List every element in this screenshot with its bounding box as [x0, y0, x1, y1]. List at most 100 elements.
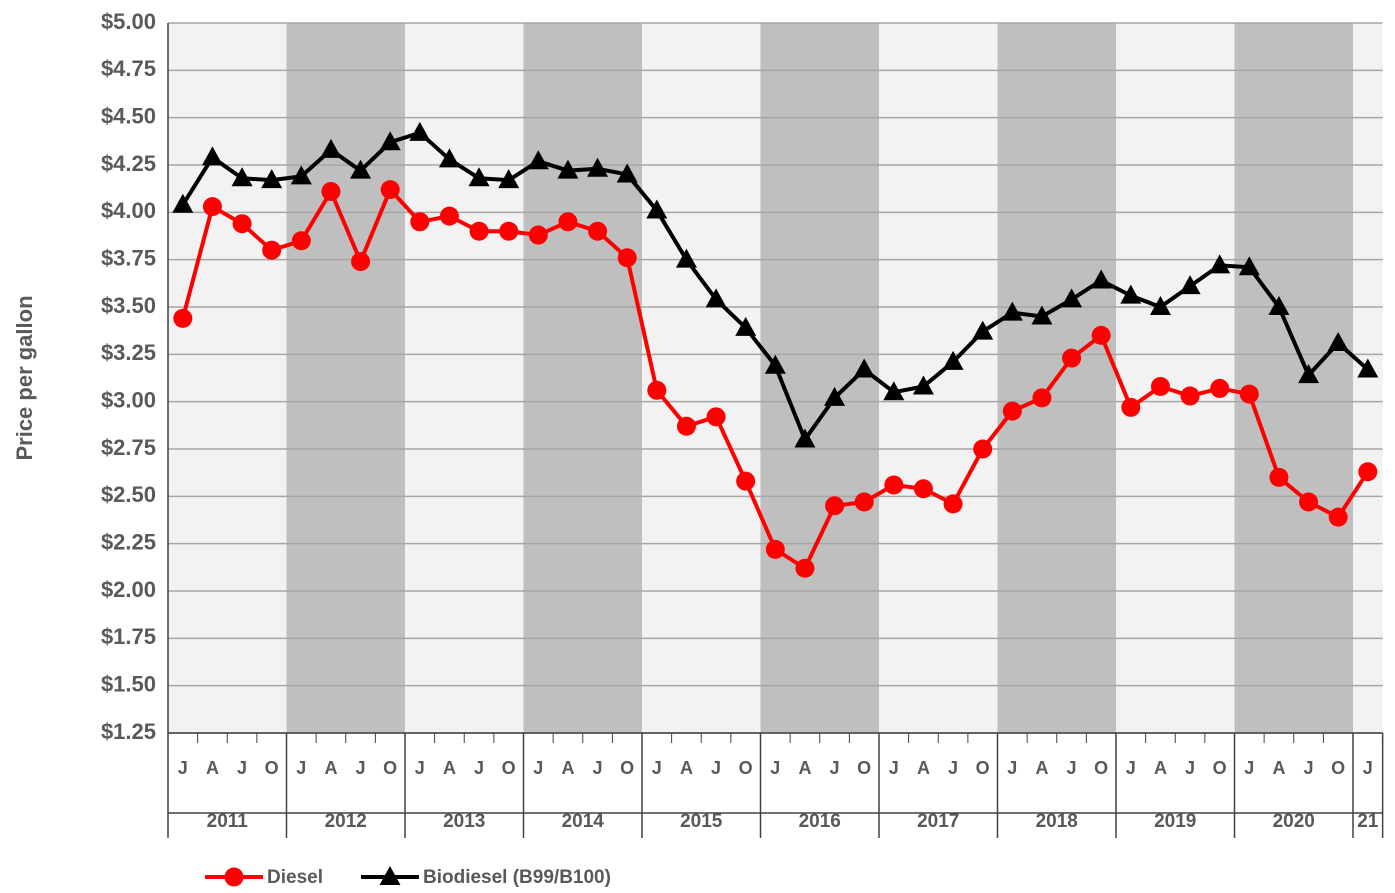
- year-label: 2013: [443, 811, 485, 832]
- data-point: [1149, 296, 1171, 315]
- x-tick-label: O: [1213, 758, 1227, 778]
- data-point: [647, 380, 667, 400]
- legend-label: Diesel: [267, 867, 323, 888]
- data-point: [350, 159, 372, 179]
- year-band: [879, 23, 998, 733]
- year-band: [168, 23, 287, 733]
- data-point: [1299, 492, 1319, 512]
- data-point: [379, 131, 401, 151]
- data-point: [1062, 348, 1082, 368]
- x-tick-label: J: [415, 758, 425, 778]
- x-tick-label: J: [1007, 758, 1017, 778]
- x-tick-label: O: [1094, 758, 1108, 778]
- x-tick-label: J: [1363, 758, 1373, 778]
- x-tick-label: O: [1331, 758, 1345, 778]
- data-point: [587, 157, 609, 177]
- x-tick-label: A: [206, 758, 219, 778]
- data-point: [883, 381, 905, 401]
- x-tick-label: J: [770, 758, 780, 778]
- data-point: [1357, 358, 1379, 378]
- x-tick-label: J: [652, 758, 662, 778]
- year-label: 2014: [562, 811, 605, 832]
- year-label: 21: [1357, 811, 1379, 832]
- data-point: [824, 386, 846, 406]
- data-point: [528, 225, 548, 245]
- data-point: [1180, 386, 1200, 406]
- x-tick-label: J: [1244, 758, 1254, 778]
- legend-marker: [379, 866, 401, 885]
- y-tick-label: $2.50: [101, 482, 156, 507]
- y-tick-label: $3.50: [101, 293, 156, 318]
- x-tick-label: J: [474, 758, 484, 778]
- y-tick-label: $3.75: [101, 245, 156, 270]
- data-point: [912, 375, 934, 395]
- data-point: [736, 471, 756, 491]
- x-tick-label: J: [533, 758, 543, 778]
- year-band: [1234, 23, 1353, 733]
- data-point: [913, 479, 933, 499]
- data-point: [705, 288, 727, 308]
- y-tick-label: $4.75: [101, 56, 156, 81]
- y-tick-label: $2.25: [101, 529, 156, 554]
- year-label: 2016: [799, 811, 841, 832]
- data-point: [1358, 462, 1378, 482]
- x-tick-label: O: [620, 758, 634, 778]
- legend-marker: [224, 867, 244, 887]
- data-point: [172, 193, 194, 213]
- data-point: [706, 407, 726, 427]
- x-tick-label: A: [1154, 758, 1167, 778]
- data-point: [231, 167, 253, 187]
- data-point: [320, 138, 342, 158]
- x-tick-label: J: [830, 758, 840, 778]
- data-point: [351, 252, 371, 272]
- data-point: [201, 146, 223, 166]
- data-point: [1268, 296, 1290, 315]
- data-point: [557, 159, 579, 179]
- data-point: [1032, 388, 1052, 408]
- x-tick-label: A: [443, 758, 456, 778]
- data-point: [1209, 254, 1231, 274]
- data-point: [1031, 305, 1053, 325]
- x-tick-label: A: [917, 758, 930, 778]
- data-point: [972, 320, 994, 340]
- y-tick-label: $4.00: [101, 198, 156, 223]
- data-point: [1239, 384, 1259, 404]
- year-label: 2018: [1036, 811, 1078, 832]
- data-point: [1327, 331, 1349, 351]
- x-tick-label: O: [739, 758, 753, 778]
- data-point: [439, 206, 459, 226]
- x-tick-label: J: [178, 758, 188, 778]
- data-point: [1061, 288, 1083, 308]
- y-axis-label: Price per gallon: [12, 295, 37, 460]
- data-point: [1269, 467, 1289, 487]
- data-point: [646, 199, 668, 219]
- data-point: [616, 163, 638, 183]
- data-point: [854, 492, 874, 512]
- data-point: [1238, 256, 1260, 276]
- data-point: [469, 221, 489, 241]
- data-point: [765, 539, 785, 559]
- x-tick-label: J: [1126, 758, 1136, 778]
- data-point: [1001, 301, 1023, 321]
- data-point: [558, 212, 578, 232]
- x-tick-label: J: [889, 758, 899, 778]
- data-point: [1150, 377, 1170, 397]
- data-point: [321, 182, 341, 202]
- year-label: 2019: [1154, 811, 1196, 832]
- y-tick-label: $4.50: [101, 103, 156, 128]
- data-point: [943, 494, 963, 514]
- data-point: [973, 439, 993, 459]
- year-label: 2017: [917, 811, 959, 832]
- year-band: [642, 23, 761, 733]
- data-point: [261, 169, 283, 189]
- data-point: [764, 354, 786, 374]
- data-point: [410, 212, 430, 232]
- x-tick-label: J: [1185, 758, 1195, 778]
- x-tick-label: A: [680, 758, 693, 778]
- legend-label: Biodiesel (B99/B100): [423, 867, 611, 888]
- data-point: [588, 221, 608, 241]
- data-point: [675, 248, 697, 268]
- x-tick-label: O: [383, 758, 397, 778]
- x-tick-label: J: [1304, 758, 1314, 778]
